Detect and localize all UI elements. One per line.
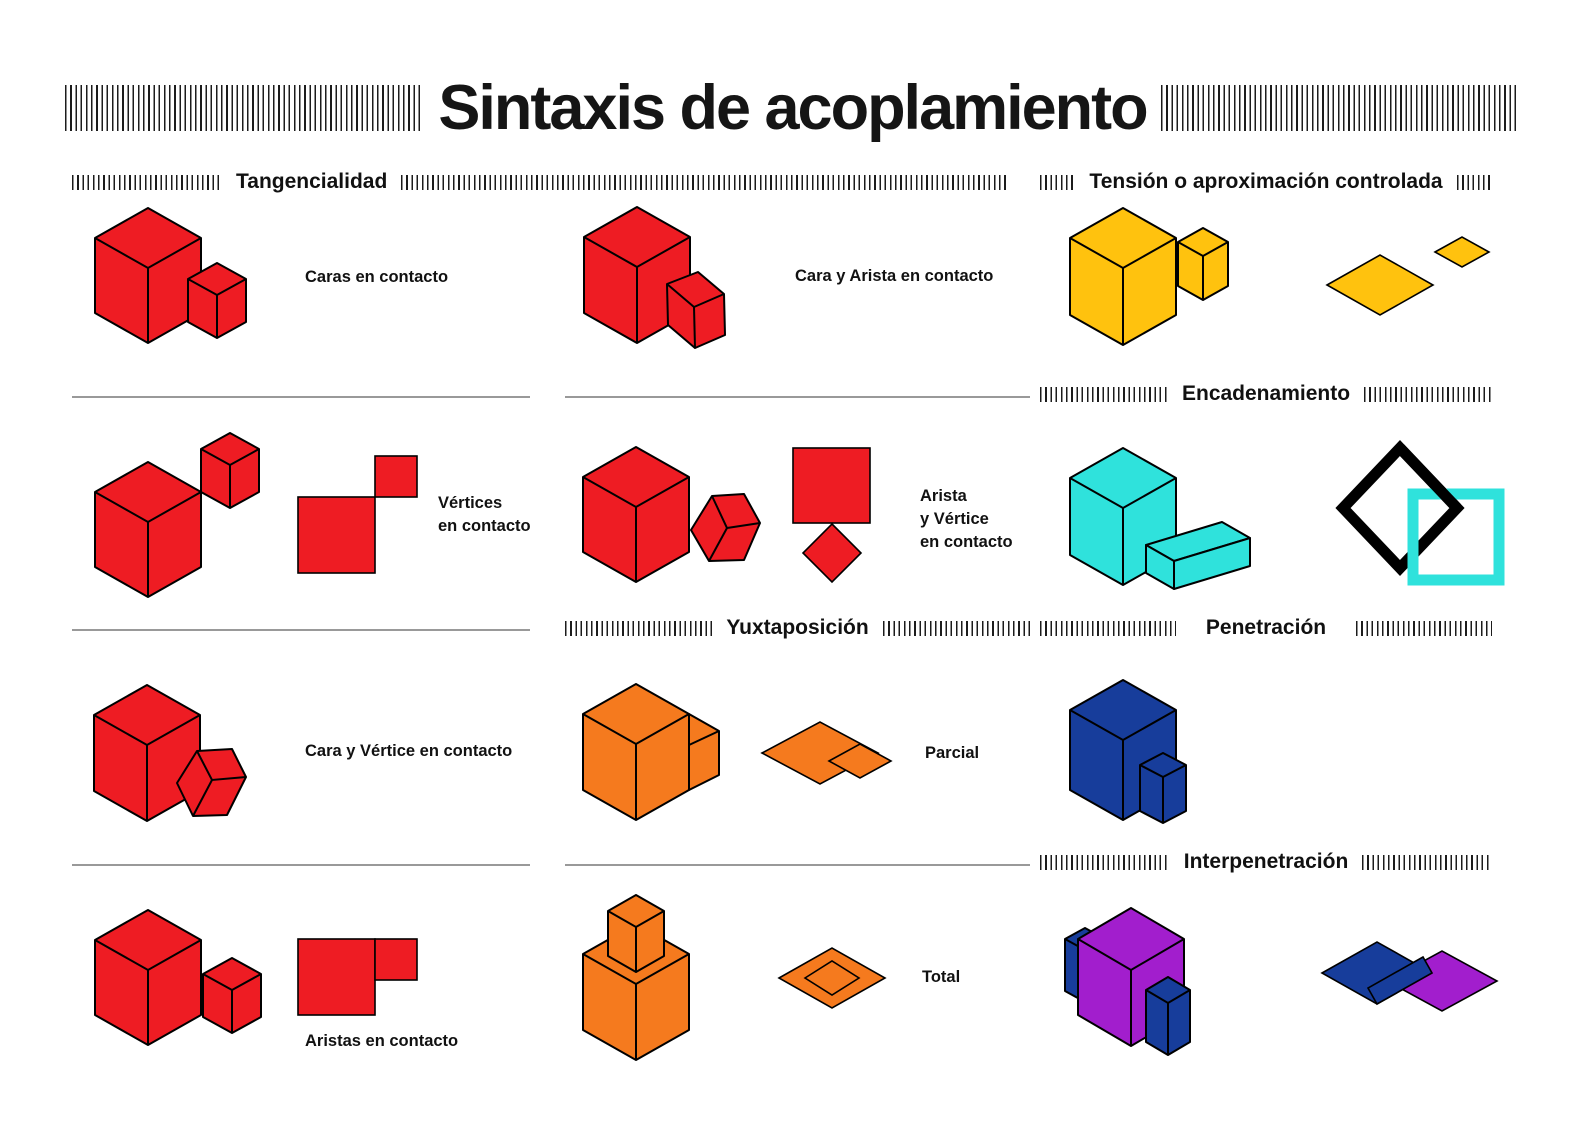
plan-outer-rhombus xyxy=(777,947,887,1009)
figure-caras-en-contacto xyxy=(94,207,247,344)
plan-navy-weave-patch xyxy=(1366,955,1434,1006)
plan-diamond xyxy=(801,522,863,584)
plan-small-square xyxy=(374,455,418,498)
hatch xyxy=(1040,620,1176,636)
hatch xyxy=(401,174,1008,190)
section-header-encadenamiento: Encadenamiento xyxy=(1040,382,1493,406)
interlocked-slab-front xyxy=(1173,537,1251,590)
label-cara-y-vertice: Cara y Vértice en contacto xyxy=(305,742,513,760)
chain-square-outline xyxy=(1407,488,1505,586)
figure-aristas-en-contacto xyxy=(94,909,418,1046)
plan-inner-rhombus xyxy=(803,960,861,996)
section-header-penetracion: Penetración xyxy=(1040,616,1492,640)
section-title: Interpenetración xyxy=(1183,850,1349,873)
hatch xyxy=(1040,174,1076,190)
plan-small-rhombus xyxy=(1433,236,1491,268)
figure-yuxtaposicion-parcial xyxy=(582,683,893,821)
row-divider xyxy=(72,629,530,631)
section-title: Penetración xyxy=(1205,616,1327,639)
hatch xyxy=(1362,854,1493,870)
figure-interpenetracion xyxy=(1064,907,1499,1056)
label-aristas-en-contacto: Aristas en contacto xyxy=(305,1032,459,1050)
hatch xyxy=(1040,386,1168,402)
hatch xyxy=(565,620,713,636)
figure-cara-y-arista xyxy=(583,206,726,349)
title-row: Sintaxis de acoplamiento xyxy=(65,72,1520,144)
figure-yuxtaposicion-total xyxy=(582,894,887,1061)
page-title: Sintaxis de acoplamiento xyxy=(438,73,1148,143)
edge-line xyxy=(688,730,720,746)
fused-slab xyxy=(688,713,720,791)
title-hatch-left xyxy=(65,85,425,131)
plan-big-square xyxy=(297,938,376,1016)
edge-line xyxy=(708,527,728,562)
chain-over-edge xyxy=(1396,444,1461,512)
plan-small-square xyxy=(374,938,418,981)
section-title: Yuxtaposición xyxy=(726,616,869,639)
figure-encadenamiento xyxy=(1069,440,1505,590)
section-title: Encadenamiento xyxy=(1181,382,1351,405)
section-header-tangencialidad: Tangencialidad xyxy=(72,170,1008,194)
figure-vertices-en-contacto xyxy=(94,432,418,598)
row-divider xyxy=(72,396,530,398)
edge-line xyxy=(192,779,213,817)
row-divider xyxy=(565,396,1030,398)
hatch xyxy=(1040,854,1170,870)
label-arista-y-vertice: Arista y Vértice en contacto xyxy=(920,487,1013,551)
section-header-yuxtaposicion: Yuxtaposición xyxy=(565,616,1030,640)
small-rotated-cube xyxy=(690,493,761,562)
plan-big-square xyxy=(297,496,376,574)
plan-small-rhombus xyxy=(827,743,893,779)
hatch xyxy=(1356,620,1492,636)
hatch xyxy=(1456,174,1493,190)
figure-tension xyxy=(1069,207,1491,346)
hatch xyxy=(1364,386,1493,402)
hatch xyxy=(72,174,222,190)
edge-line xyxy=(693,306,696,349)
label-total: Total xyxy=(922,968,961,986)
label-vertices-en-contacto: Vértices en contacto xyxy=(438,494,531,535)
title-hatch-right xyxy=(1160,85,1520,131)
section-header-interpenetracion: Interpenetración xyxy=(1040,850,1493,874)
label-parcial: Parcial xyxy=(925,744,980,762)
hatch xyxy=(882,620,1030,636)
plan-square xyxy=(792,447,871,524)
section-header-tension: Tensión o aproximación controlada xyxy=(1040,170,1493,194)
figure-penetracion xyxy=(1069,679,1187,824)
section-title: Tangencialidad xyxy=(236,170,388,193)
label-cara-y-arista: Cara y Arista en contacto xyxy=(795,267,994,285)
figure-cara-y-vertice xyxy=(93,684,247,822)
small-tilted-cube xyxy=(666,271,726,349)
label-caras-en-contacto: Caras en contacto xyxy=(305,268,449,286)
row-divider xyxy=(72,864,530,866)
section-title: Tensión o aproximación controlada xyxy=(1089,170,1443,193)
figure-arista-y-vertice xyxy=(582,446,871,584)
chain-diamond-outline xyxy=(1335,440,1465,576)
row-divider xyxy=(565,864,1030,866)
plan-big-rhombus xyxy=(1325,254,1435,316)
